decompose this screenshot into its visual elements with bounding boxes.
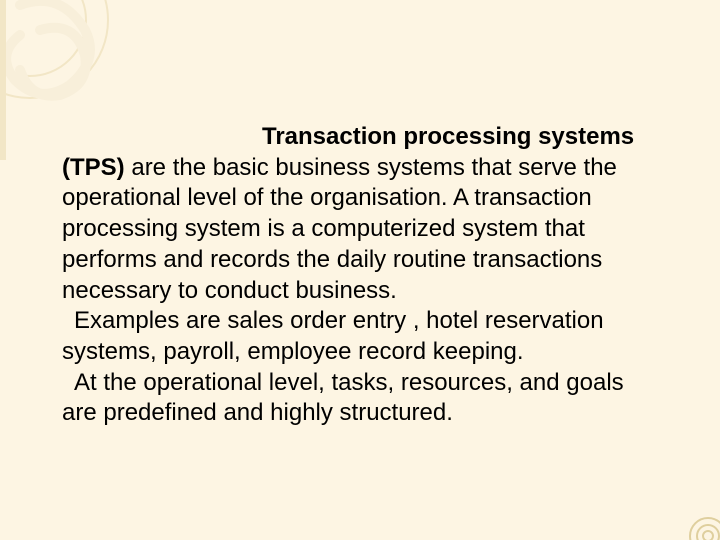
paragraph-2: Examples are sales order entry , hotel r…: [62, 306, 662, 367]
corner-rings-icon: [664, 496, 720, 540]
paragraph-3: At the operational level, tasks, resourc…: [62, 368, 662, 429]
slide-body: Transaction processing systems (TPS) are…: [62, 122, 662, 429]
paragraph-1: Transaction processing systems (TPS) are…: [62, 122, 662, 306]
slide: Transaction processing systems (TPS) are…: [0, 0, 720, 540]
para2-text: Examples are sales order entry , hotel r…: [62, 307, 604, 365]
para3-text: At the operational level, tasks, resourc…: [62, 369, 624, 427]
para1-rest: are the basic business systems that serv…: [62, 154, 617, 304]
